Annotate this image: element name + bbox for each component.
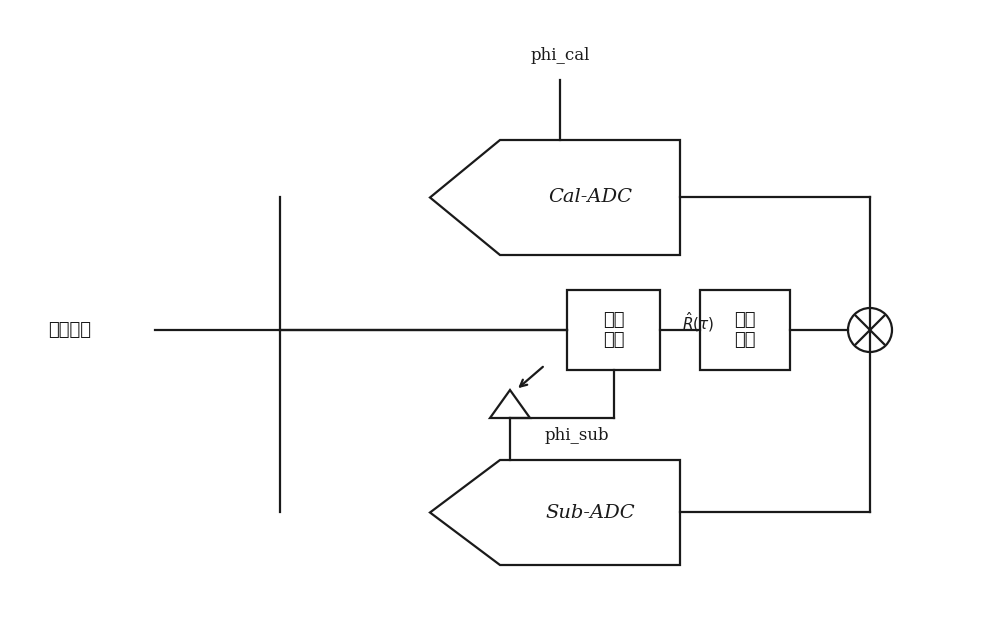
Text: Cal-ADC: Cal-ADC — [548, 188, 632, 207]
Text: phi_sub: phi_sub — [545, 426, 610, 443]
Text: 累加
平均: 累加 平均 — [734, 311, 756, 349]
Bar — [700, 290, 790, 370]
Text: $\hat{R}(\tau)$: $\hat{R}(\tau)$ — [682, 310, 714, 334]
Bar — [567, 290, 660, 370]
Text: 输入信号: 输入信号 — [48, 321, 91, 339]
Text: 控制
逻辑: 控制 逻辑 — [603, 311, 624, 349]
Text: Sub-ADC: Sub-ADC — [545, 504, 635, 521]
Text: phi_cal: phi_cal — [530, 46, 590, 63]
